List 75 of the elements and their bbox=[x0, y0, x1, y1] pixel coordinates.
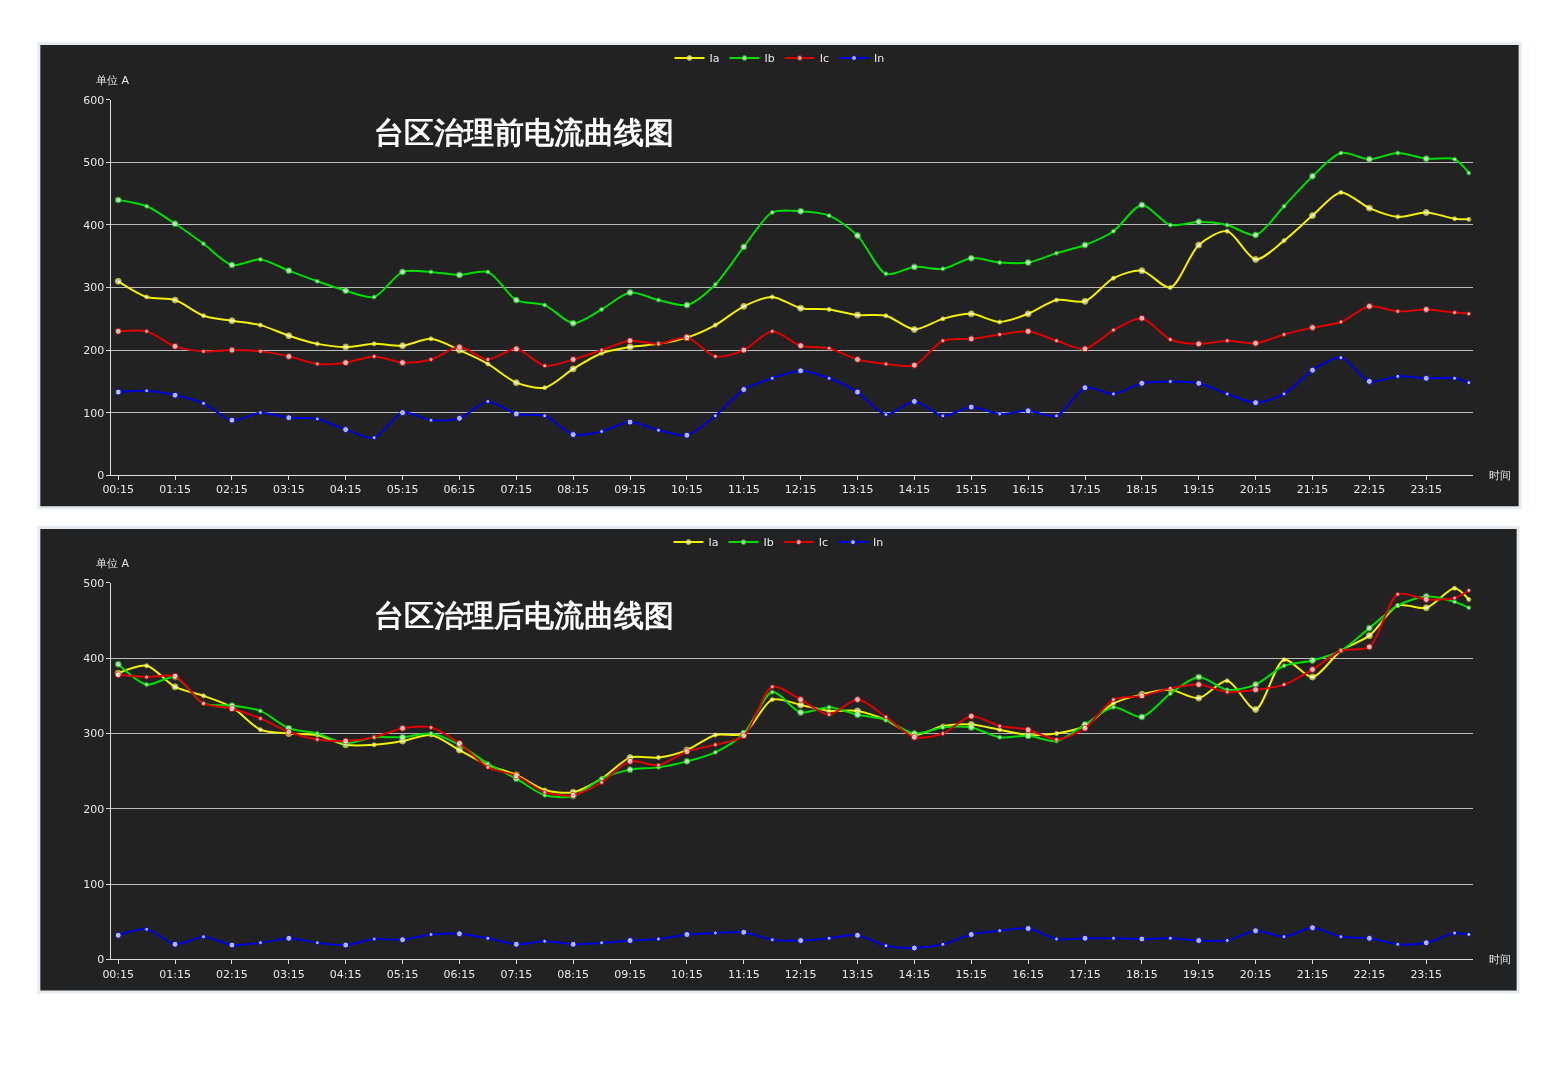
x-tick-label: 09:15 bbox=[614, 483, 646, 497]
x-tick-label: 17:15 bbox=[1069, 967, 1101, 981]
x-tick-label: 07:15 bbox=[500, 483, 533, 497]
x-tick-label: 23:15 bbox=[1410, 967, 1443, 981]
y-tick-label: 100 bbox=[83, 877, 105, 891]
x-tick-label: 18:15 bbox=[1126, 483, 1158, 497]
x-tick-label: 15:15 bbox=[955, 967, 988, 981]
x-tick-label: 14:15 bbox=[898, 483, 931, 497]
y-tick-label: 400 bbox=[83, 218, 105, 232]
x-tick-label: 14:15 bbox=[898, 967, 931, 981]
y-tick-label: 500 bbox=[83, 576, 105, 590]
x-tick-label: 12:15 bbox=[784, 483, 817, 497]
text: 台区治理后电流曲线图 bbox=[374, 598, 674, 633]
x-tick-label: 07:15 bbox=[500, 967, 533, 981]
x-axis-title: 时间 bbox=[1489, 953, 1511, 966]
x-tick-label: 08:15 bbox=[557, 967, 590, 981]
legend-label: Ia bbox=[709, 52, 720, 66]
x-tick-label: 09:15 bbox=[614, 967, 646, 981]
x-tick-label: 13:15 bbox=[841, 483, 874, 497]
x-tick-label: 23:15 bbox=[1410, 483, 1443, 497]
legend-label: Ib bbox=[764, 52, 775, 66]
y-tick-label: 100 bbox=[83, 406, 105, 420]
x-tick-label: 01:15 bbox=[159, 483, 191, 497]
x-tick-label: 11:15 bbox=[727, 483, 760, 497]
legend-label: In bbox=[873, 536, 884, 550]
x-tick-label: 18:15 bbox=[1126, 967, 1158, 981]
x-tick-label: 00:15 bbox=[102, 483, 135, 497]
y-tick-label: 200 bbox=[83, 343, 105, 357]
y-tick-label: 200 bbox=[83, 802, 105, 816]
x-tick-label: 21:15 bbox=[1296, 483, 1329, 497]
x-tick-label: 20:15 bbox=[1239, 483, 1272, 497]
y-tick-label: 300 bbox=[83, 727, 105, 741]
x-tick-label: 13:15 bbox=[841, 967, 874, 981]
x-tick-label: 21:15 bbox=[1296, 967, 1329, 981]
x-tick-label: 05:15 bbox=[386, 483, 419, 497]
x-tick-label: 00:15 bbox=[102, 967, 135, 981]
legend-label: Ib bbox=[763, 536, 774, 550]
y-tick-label: 300 bbox=[83, 281, 105, 295]
x-tick-label: 06:15 bbox=[443, 967, 476, 981]
x-tick-label: 02:15 bbox=[216, 483, 248, 497]
x-tick-label: 10:15 bbox=[671, 483, 703, 497]
x-tick-label: 01:15 bbox=[159, 967, 191, 981]
x-tick-label: 03:15 bbox=[272, 967, 305, 981]
x-tick-label: 02:15 bbox=[216, 967, 248, 981]
x-tick-label: 19:15 bbox=[1182, 483, 1215, 497]
x-tick-label: 12:15 bbox=[784, 967, 817, 981]
x-tick-label: 06:15 bbox=[443, 483, 476, 497]
y-tick-label: 400 bbox=[83, 652, 105, 666]
x-tick-label: 04:15 bbox=[329, 483, 362, 497]
x-tick-label: 04:15 bbox=[329, 967, 362, 981]
x-tick-label: 22:15 bbox=[1353, 483, 1386, 497]
y-tick-label: 0 bbox=[97, 953, 105, 967]
x-tick-label: 20:15 bbox=[1239, 967, 1272, 981]
x-tick-label: 05:15 bbox=[386, 967, 419, 981]
x-tick-label: 16:15 bbox=[1012, 483, 1044, 497]
x-tick-label: 15:15 bbox=[955, 483, 988, 497]
x-tick-label: 03:15 bbox=[272, 483, 305, 497]
y-tick-label: 0 bbox=[97, 469, 105, 483]
y-axis-title: 单位 A bbox=[96, 557, 130, 570]
y-tick-label: 600 bbox=[83, 93, 105, 107]
y-axis-title: 单位 A bbox=[96, 74, 130, 87]
legend-label: Ic bbox=[819, 52, 830, 66]
x-tick-label: 16:15 bbox=[1012, 967, 1044, 981]
x-axis-title: 时间 bbox=[1489, 469, 1511, 482]
x-tick-label: 22:15 bbox=[1353, 967, 1386, 981]
x-tick-label: 11:15 bbox=[727, 967, 760, 981]
x-tick-label: 08:15 bbox=[557, 483, 590, 497]
y-tick-label: 500 bbox=[83, 156, 105, 170]
legend-label: In bbox=[874, 52, 885, 66]
x-tick-label: 17:15 bbox=[1069, 483, 1101, 497]
legend-label: Ia bbox=[708, 536, 719, 550]
legend-label: Ic bbox=[818, 536, 829, 550]
x-tick-label: 19:15 bbox=[1182, 967, 1215, 981]
x-tick-label: 10:15 bbox=[671, 967, 703, 981]
text: 台区治理前电流曲线图 bbox=[374, 115, 674, 150]
